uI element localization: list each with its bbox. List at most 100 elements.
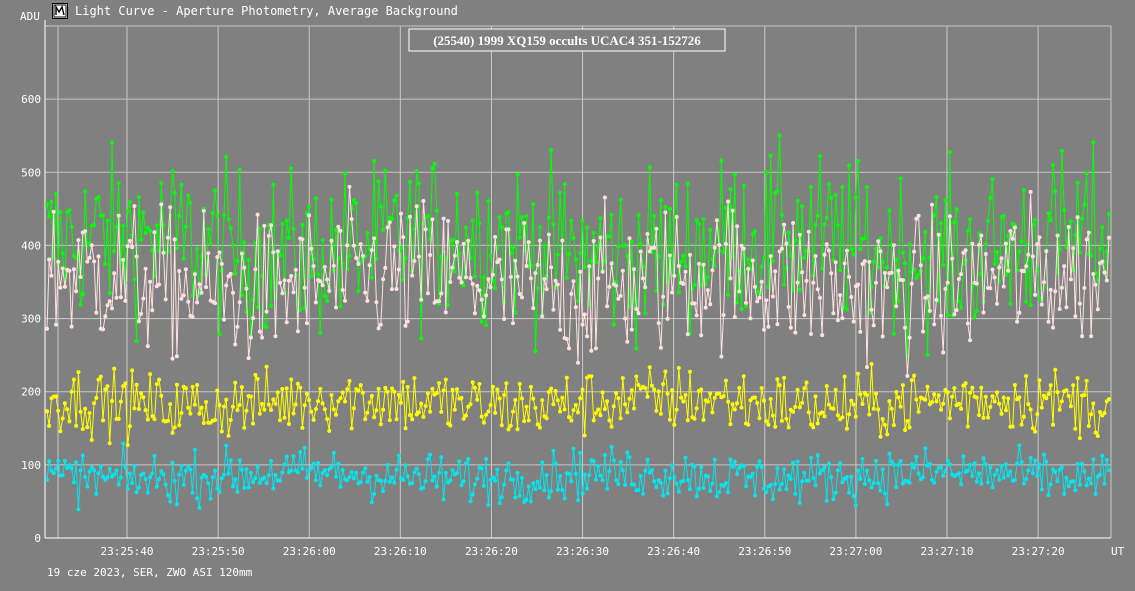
data-point bbox=[392, 389, 397, 394]
data-point bbox=[1059, 399, 1064, 404]
data-point bbox=[1046, 493, 1051, 498]
data-point bbox=[856, 468, 861, 473]
data-point bbox=[862, 259, 867, 264]
data-point bbox=[921, 256, 925, 261]
data-point bbox=[768, 254, 773, 259]
data-point bbox=[307, 213, 312, 218]
data-point bbox=[360, 253, 365, 258]
data-point bbox=[367, 475, 372, 479]
data-point bbox=[242, 240, 247, 245]
data-point bbox=[710, 481, 715, 486]
data-point bbox=[945, 313, 950, 317]
data-point bbox=[591, 239, 596, 243]
data-point bbox=[71, 377, 76, 382]
data-point bbox=[1068, 277, 1073, 282]
data-point bbox=[826, 402, 831, 407]
y-axis-label: ADU bbox=[20, 10, 40, 23]
data-point bbox=[746, 257, 751, 262]
data-point bbox=[1102, 481, 1107, 486]
data-point bbox=[869, 485, 874, 490]
data-point bbox=[683, 392, 688, 397]
data-point bbox=[497, 257, 502, 262]
data-point bbox=[672, 273, 677, 278]
data-point bbox=[455, 471, 459, 475]
data-point bbox=[766, 324, 771, 329]
data-point bbox=[233, 477, 238, 482]
data-point bbox=[356, 289, 361, 293]
data-point bbox=[835, 223, 840, 228]
data-point bbox=[320, 238, 325, 243]
data-point bbox=[753, 395, 757, 400]
data-point bbox=[692, 301, 697, 306]
data-point bbox=[1021, 269, 1026, 274]
data-point bbox=[484, 457, 489, 461]
data-point bbox=[170, 430, 175, 435]
data-point bbox=[112, 271, 117, 276]
data-point bbox=[986, 218, 990, 223]
data-point bbox=[479, 414, 484, 419]
data-point bbox=[275, 249, 280, 254]
data-point bbox=[329, 465, 334, 470]
data-point bbox=[983, 462, 988, 467]
data-point bbox=[170, 169, 175, 174]
data-point bbox=[475, 283, 480, 288]
data-point bbox=[132, 204, 137, 209]
data-point bbox=[83, 229, 88, 234]
data-point bbox=[591, 418, 596, 423]
data-point bbox=[383, 168, 388, 173]
data-point bbox=[663, 468, 668, 473]
data-point bbox=[802, 470, 807, 475]
data-point bbox=[477, 288, 482, 293]
data-point bbox=[569, 291, 574, 296]
data-point bbox=[826, 182, 831, 187]
data-point bbox=[369, 248, 374, 253]
data-point bbox=[446, 219, 451, 223]
data-point bbox=[1046, 392, 1051, 397]
data-point bbox=[788, 325, 793, 330]
data-point bbox=[287, 278, 291, 283]
data-point bbox=[804, 278, 809, 283]
data-point bbox=[264, 325, 269, 329]
data-point bbox=[51, 471, 56, 476]
data-point bbox=[542, 488, 547, 493]
data-point bbox=[289, 274, 294, 278]
data-point bbox=[717, 243, 722, 247]
data-point bbox=[896, 299, 901, 304]
data-point bbox=[497, 215, 502, 220]
data-point bbox=[871, 481, 876, 486]
session-info-text: 19 cze 2023, SER, ZWO ASI 120mm bbox=[47, 566, 253, 579]
data-point bbox=[652, 245, 657, 250]
data-point bbox=[968, 462, 973, 467]
data-point bbox=[988, 465, 993, 470]
x-tick-label: 23:26:20 bbox=[465, 545, 518, 558]
data-point bbox=[172, 191, 177, 195]
light-curve-app-icon[interactable] bbox=[52, 3, 68, 19]
data-point bbox=[759, 264, 764, 269]
data-point bbox=[748, 398, 753, 403]
data-point bbox=[228, 271, 233, 276]
data-point bbox=[524, 264, 529, 268]
data-point bbox=[329, 393, 334, 398]
data-point bbox=[452, 253, 457, 258]
data-point bbox=[123, 464, 128, 469]
data-point bbox=[930, 202, 934, 207]
data-point bbox=[383, 385, 388, 390]
data-point bbox=[880, 417, 885, 421]
data-point bbox=[585, 486, 589, 491]
data-point bbox=[452, 269, 457, 274]
data-point bbox=[1057, 307, 1062, 311]
data-point bbox=[358, 480, 363, 485]
data-point bbox=[1003, 408, 1008, 413]
data-point bbox=[956, 299, 961, 304]
data-point bbox=[273, 334, 278, 339]
data-point bbox=[656, 321, 661, 326]
data-point bbox=[838, 268, 843, 273]
data-point bbox=[667, 417, 672, 422]
data-point bbox=[313, 478, 318, 483]
data-point bbox=[871, 406, 876, 411]
data-point bbox=[540, 460, 545, 465]
data-point bbox=[224, 443, 229, 448]
data-point bbox=[405, 385, 410, 389]
data-point bbox=[455, 191, 459, 196]
data-point bbox=[800, 270, 805, 275]
